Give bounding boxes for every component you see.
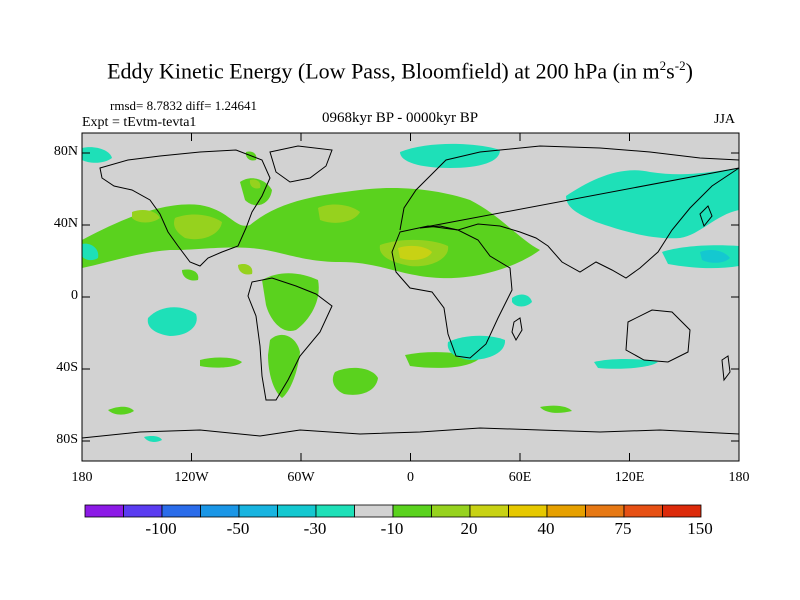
anomaly-patch — [332, 367, 378, 395]
season-label: JJA — [714, 112, 736, 127]
anomaly-patch-neg — [512, 294, 532, 307]
coastline-japan — [699, 205, 713, 228]
colorbar-label: -30 — [303, 519, 327, 538]
lat-label: 80S — [56, 432, 78, 447]
anomaly-patch — [268, 334, 300, 398]
anomaly-patch-neg — [147, 307, 197, 336]
anomaly-patch-neg — [594, 359, 658, 369]
colorbar-swatch — [200, 504, 240, 518]
period-label: 0968kyr BP - 0000kyr BP — [322, 110, 479, 126]
map-title: Eddy Kinetic Energy (Low Pass, Bloomfiel… — [107, 58, 693, 84]
lon-label: 180 — [728, 470, 750, 485]
lon-label: 60E — [508, 470, 532, 485]
anomaly-patch-neg — [447, 335, 506, 360]
experiment-label: Expt = tEvtm-tevta1 — [82, 115, 197, 130]
colorbar-label: -10 — [380, 519, 404, 538]
anomaly-patch-high — [318, 204, 360, 223]
coastline-south-america — [247, 277, 333, 401]
anomaly-patch — [240, 178, 272, 206]
colorbar-swatch — [354, 504, 394, 518]
anomaly-patch-neg — [700, 250, 730, 263]
anomaly-patch-neg — [566, 168, 739, 239]
anomaly-patch-neg — [144, 436, 162, 442]
colorbar-swatch — [238, 504, 278, 518]
anomaly-patch — [540, 405, 572, 413]
anomaly-patch-high — [238, 264, 253, 275]
anomaly-patch-peak — [398, 245, 432, 260]
colorbar-swatch — [161, 504, 201, 518]
colorbar-swatch — [392, 504, 432, 518]
colorbar-label: -50 — [226, 519, 250, 538]
coastline-africa — [391, 225, 513, 359]
lat-label: 0 — [71, 288, 78, 303]
colorbar-swatch — [431, 504, 471, 518]
colorbar — [84, 504, 702, 518]
colorbar-swatch — [277, 504, 317, 518]
map-panel — [81, 132, 740, 462]
colorbar-label: 150 — [687, 519, 713, 538]
coastline-eurasia — [399, 145, 740, 279]
colorbar-swatch — [315, 504, 355, 518]
anomaly-patch-neg — [82, 147, 112, 163]
colorbar-swatch — [623, 504, 663, 518]
stats-text: rmsd= 8.7832 diff= 1.24641 — [110, 98, 257, 113]
coastlines — [81, 145, 740, 439]
anomaly-fields — [82, 143, 739, 442]
colorbar-swatch — [662, 504, 702, 518]
lat-label: 80N — [53, 144, 78, 159]
anomaly-patch-high — [132, 210, 160, 223]
lon-label: 60W — [287, 470, 315, 485]
lon-label: 120W — [174, 470, 209, 485]
lon-label: 120E — [614, 470, 645, 485]
anomaly-patch — [262, 273, 319, 331]
coastline-australia — [625, 309, 691, 363]
anomaly-patch — [108, 406, 134, 415]
coastline-new-zealand — [721, 355, 731, 382]
colorbar-swatch — [84, 504, 124, 518]
anomaly-patch — [200, 357, 242, 368]
anomaly-patch-neg — [82, 243, 99, 261]
colorbar-swatch — [585, 504, 625, 518]
coastline-north-america — [99, 149, 271, 267]
lat-label: 40S — [56, 360, 78, 375]
coastline-greenland — [269, 145, 333, 183]
colorbar-label: 75 — [614, 519, 632, 538]
anomaly-patch-high — [249, 179, 261, 189]
axis-ticks — [82, 133, 739, 461]
anomaly-patch-high — [174, 214, 222, 240]
anomaly-patch-neg — [400, 143, 500, 168]
colorbar-swatch — [123, 504, 163, 518]
lon-label: 180 — [71, 470, 93, 485]
colorbar-swatch — [469, 504, 509, 518]
colorbar-label: 40 — [537, 519, 555, 538]
colorbar-swatch — [508, 504, 548, 518]
colorbar-swatch — [546, 504, 586, 518]
colorbar-label: -100 — [145, 519, 177, 538]
coastline-antarctica — [81, 427, 740, 439]
lon-label: 0 — [407, 470, 414, 485]
anomaly-patch — [182, 269, 199, 281]
colorbar-label: 20 — [460, 519, 478, 538]
coastline-madagascar — [511, 317, 523, 342]
lat-label: 40N — [53, 216, 78, 231]
